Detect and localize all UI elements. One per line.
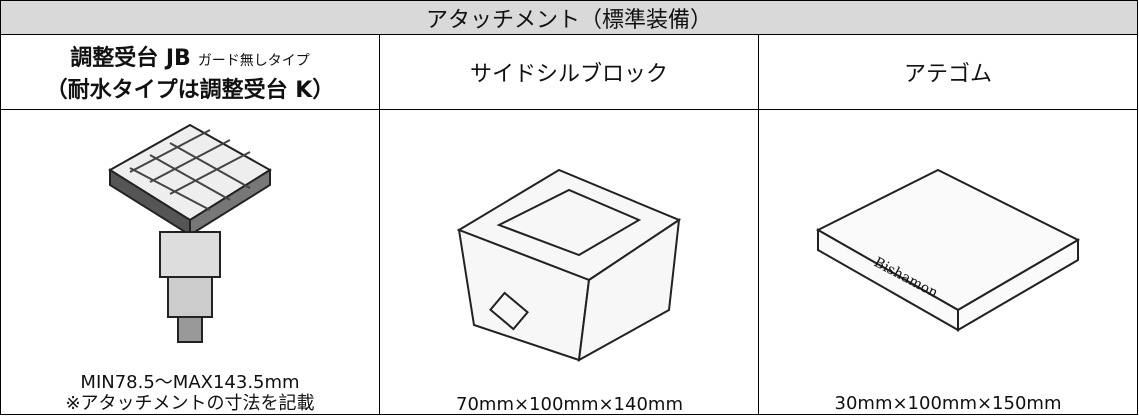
image-cell: Bishamon 30mm×100mm×150mm [758,109,1138,415]
column-name: 調整受台 JB [70,46,191,71]
column-name: アテゴム [758,34,1138,110]
image-cell [379,109,759,415]
column-name: サイドシルブロック [379,34,759,110]
jack-pad-illustration [108,123,272,343]
side-sill-block-illustration [456,168,682,362]
caption: 30mm×100mm×150mm [834,393,1062,414]
caption: ※アタッチメントの寸法を記載 [65,393,315,414]
image-cell: MIN78.5～MAX143.5mm ※アタッチメントの寸法を記載 [0,109,380,415]
column-subname: （耐水タイプは調整受台 K） [45,78,335,103]
rubber-pad-illustration: Bishamon [815,168,1081,332]
caption: 70mm×100mm×140mm [456,394,683,415]
table-title: アタッチメント（標準装備） [0,0,1138,35]
column-note: ガード無しタイプ [197,53,310,69]
column-name-cell: 調整受台 JB ガード無しタイプ （耐水タイプは調整受台 K） [0,34,380,110]
caption: MIN78.5～MAX143.5mm [80,372,300,393]
